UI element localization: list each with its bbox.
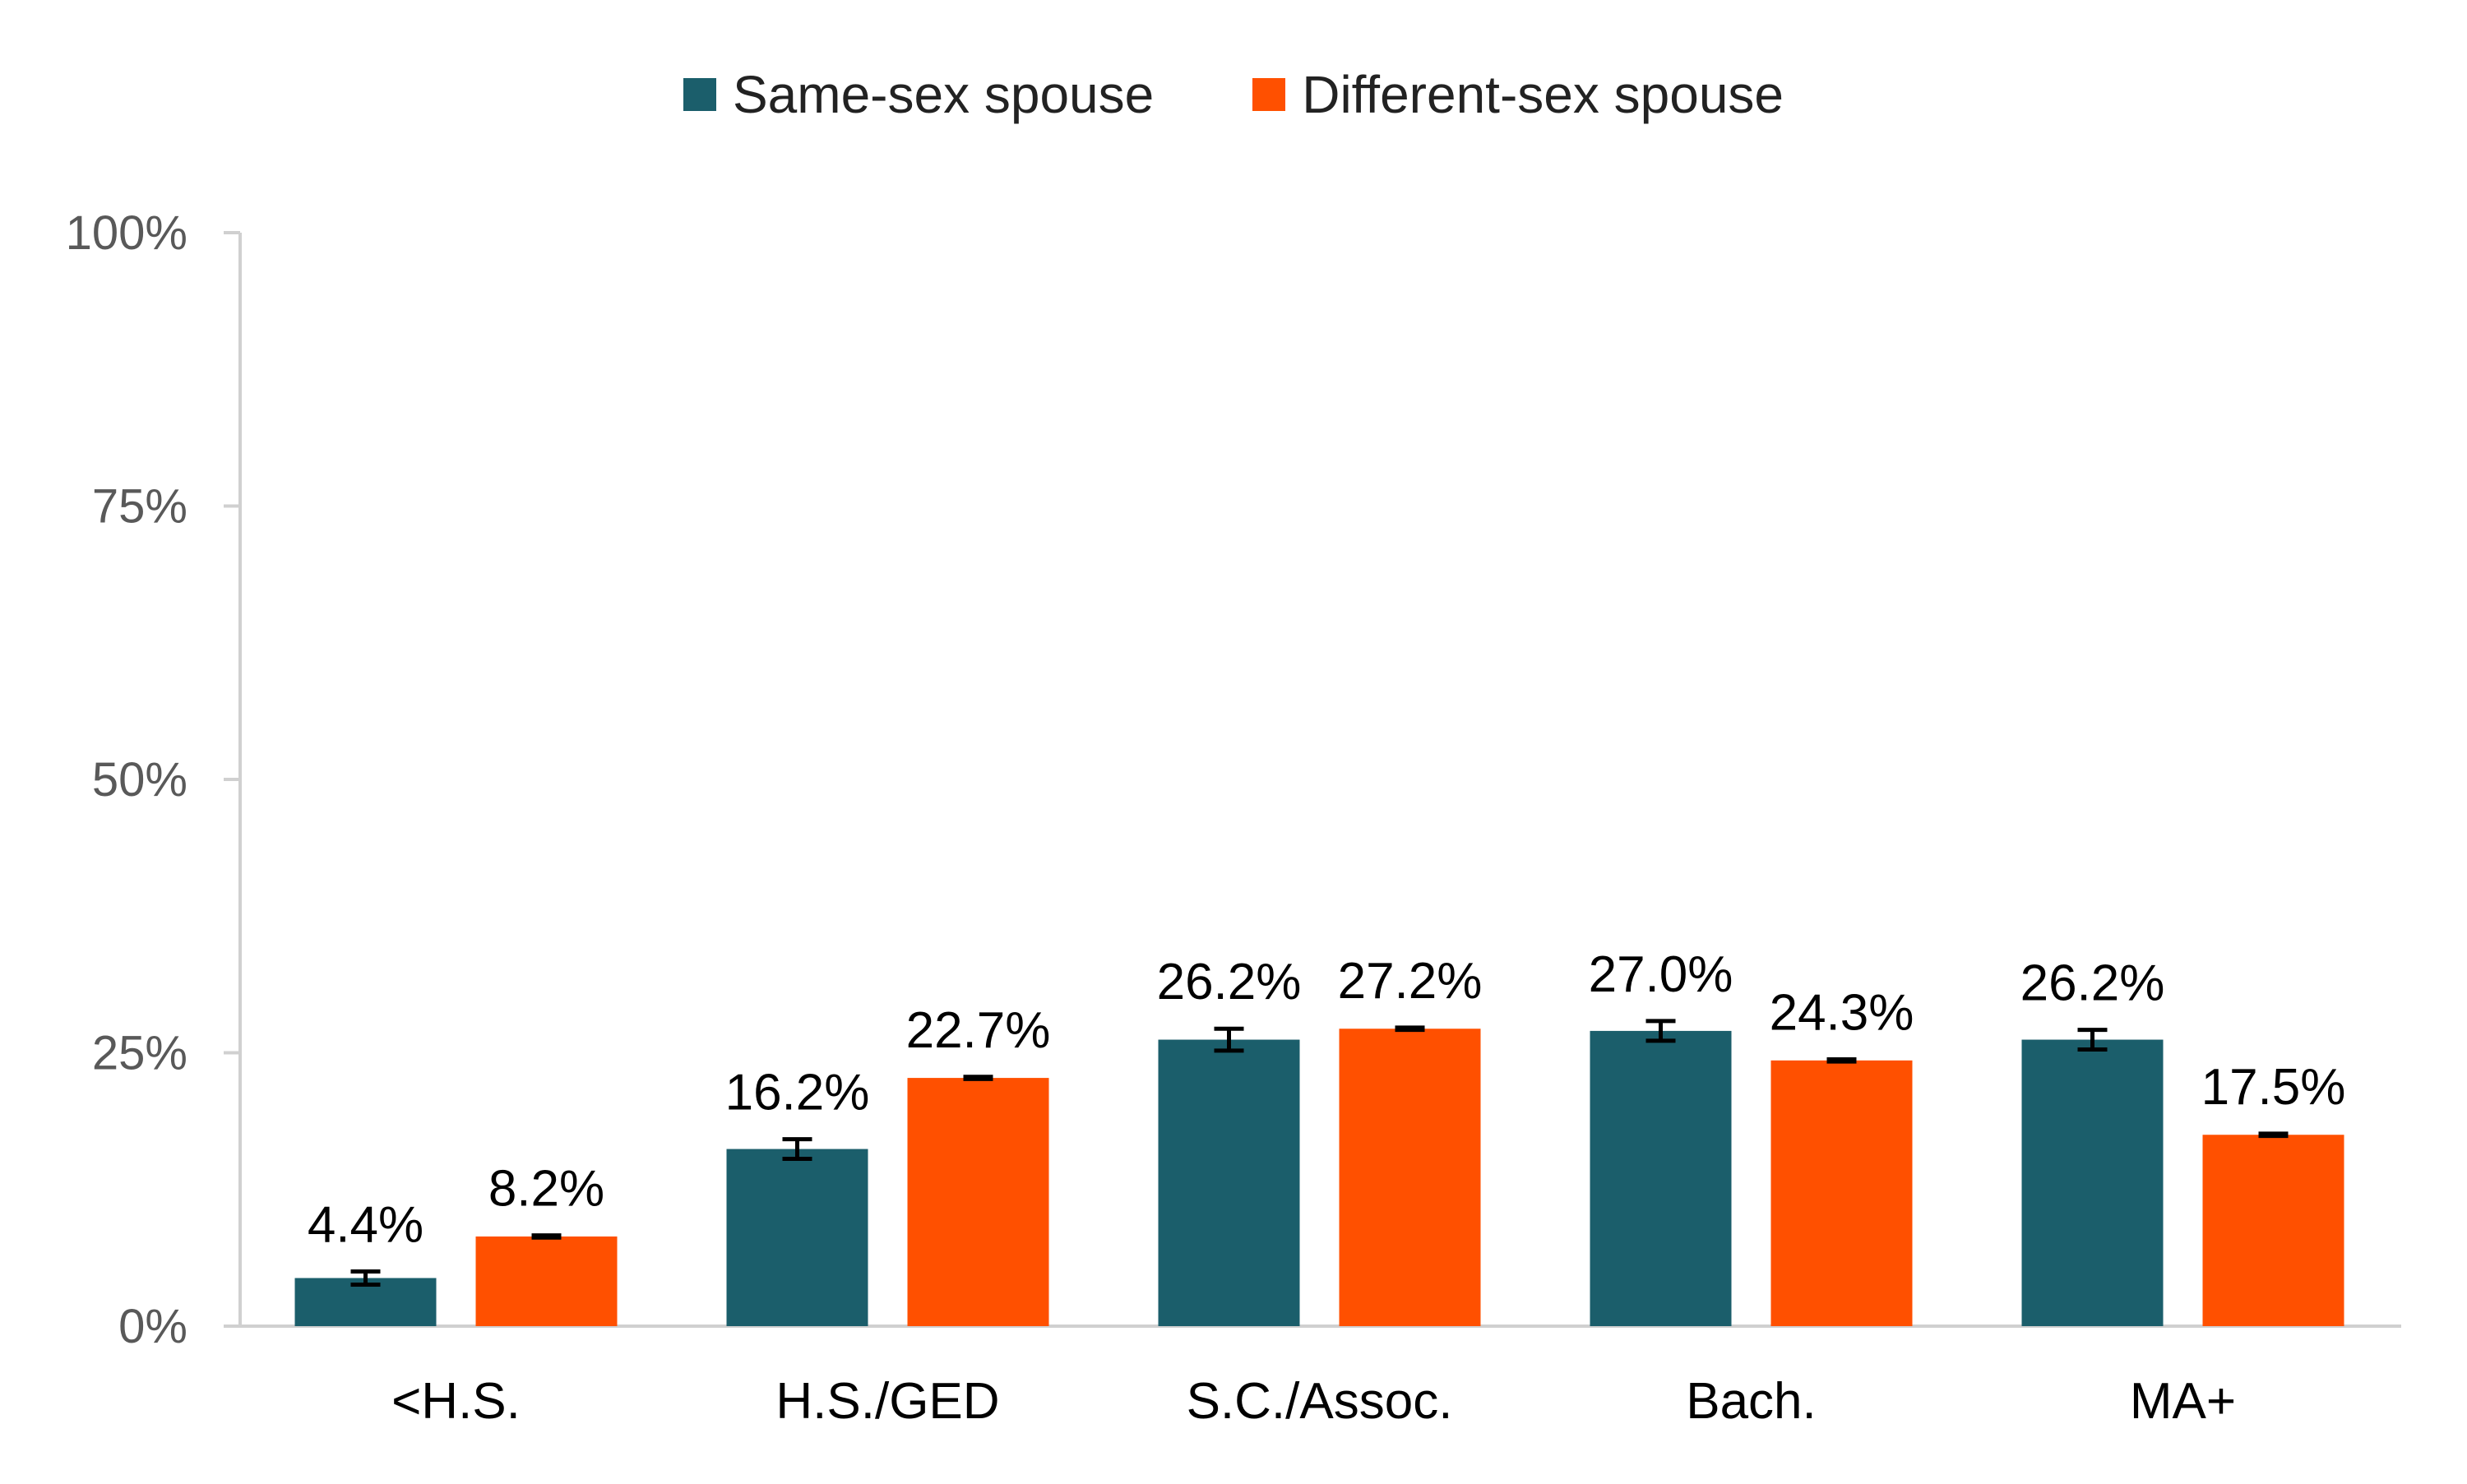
bar <box>726 1149 868 1326</box>
data-label: 24.3% <box>1770 984 1914 1041</box>
legend-label-same-sex: Same-sex spouse <box>732 65 1155 124</box>
data-label: 4.4% <box>308 1197 424 1254</box>
data-label: 8.2% <box>488 1161 604 1218</box>
data-label: 27.0% <box>1589 946 1733 1003</box>
y-tick-label: 50% <box>92 753 187 807</box>
data-label: 22.7% <box>906 1002 1051 1059</box>
legend-item-different-sex: Different-sex spouse <box>1252 64 1784 125</box>
bar <box>1590 1030 1732 1326</box>
data-label: 26.2% <box>1157 954 1302 1010</box>
data-label: 26.2% <box>2020 955 2165 1012</box>
legend-item-same-sex: Same-sex spouse <box>683 64 1154 125</box>
legend-swatch-different-sex <box>1252 78 1286 111</box>
y-tick-label: 0% <box>118 1300 187 1353</box>
bar <box>1770 1060 1913 1326</box>
data-label: 27.2% <box>1338 953 1483 1010</box>
data-label: 16.2% <box>725 1065 870 1121</box>
legend-label-different-sex: Different-sex spouse <box>1302 65 1784 124</box>
x-tick-label: Bach. <box>1686 1373 1817 1430</box>
data-label: 17.5% <box>2201 1059 2346 1116</box>
x-tick-label: MA+ <box>2130 1373 2236 1430</box>
legend: Same-sex spouse Different-sex spouse <box>0 64 2467 125</box>
bar <box>475 1236 618 1326</box>
bar <box>1339 1029 1481 1326</box>
x-tick-label: H.S./GED <box>775 1373 999 1430</box>
bar <box>2202 1135 2344 1326</box>
x-tick-label: <H.S. <box>391 1373 521 1430</box>
bar <box>907 1078 1049 1326</box>
y-tick-label: 25% <box>92 1027 187 1080</box>
y-tick-label: 75% <box>92 480 187 534</box>
bar <box>2021 1039 2164 1326</box>
bar <box>1158 1039 1300 1326</box>
x-tick-label: S.C./Assoc. <box>1187 1373 1453 1430</box>
y-tick-label: 100% <box>66 206 187 260</box>
legend-swatch-same-sex <box>683 78 716 111</box>
